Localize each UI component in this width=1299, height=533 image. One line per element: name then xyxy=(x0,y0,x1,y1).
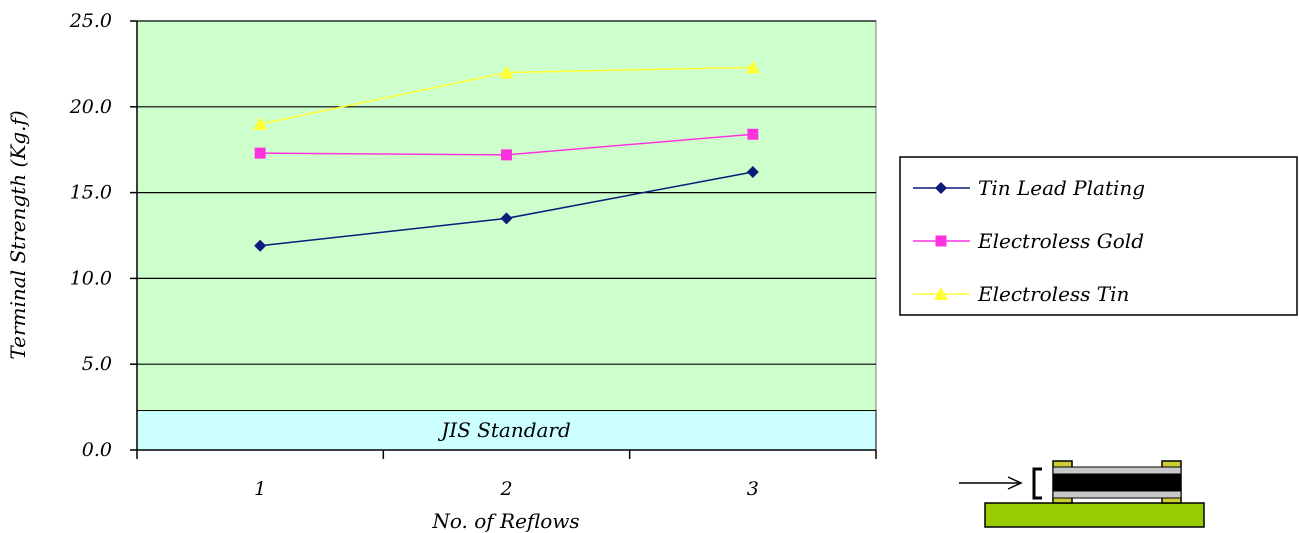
pcb-board xyxy=(984,502,1205,528)
y-tick-label: 20.0 xyxy=(69,96,112,118)
component-top-plate xyxy=(1052,466,1182,475)
data-point xyxy=(747,128,759,140)
legend-item: Tin Lead Plating xyxy=(913,176,1145,200)
y-ticks: 0.0 5.0 10.0 15.0 20.0 25.0 xyxy=(69,10,137,461)
x-tick-label: 3 xyxy=(747,478,759,500)
data-point xyxy=(499,65,514,79)
component-body xyxy=(1053,474,1181,491)
data-point xyxy=(746,166,759,179)
x-ticks: 1 2 3 xyxy=(136,450,877,500)
legend-label: Electroless Tin xyxy=(977,282,1129,306)
x-axis-title: No. of Reflows xyxy=(431,509,579,533)
y-tick-label: 25.0 xyxy=(69,10,112,32)
data-point xyxy=(254,147,266,159)
gridlines xyxy=(137,20,876,365)
legend-item: Electroless Gold xyxy=(913,229,1144,253)
series-layer xyxy=(253,60,760,252)
data-point xyxy=(253,116,268,130)
series-1 xyxy=(254,128,759,161)
x-tick-label: 1 xyxy=(254,478,266,500)
data-point xyxy=(745,60,760,74)
legend-item: Electroless Tin xyxy=(913,282,1129,306)
series-2 xyxy=(253,60,760,130)
legend-label: Electroless Gold xyxy=(977,229,1144,253)
legend-marker xyxy=(934,287,948,300)
y-tick-label: 10.0 xyxy=(70,267,112,289)
y-tick-label: 5.0 xyxy=(82,353,112,375)
plot-area xyxy=(136,20,877,451)
legend-marker xyxy=(935,235,947,247)
data-point xyxy=(500,212,513,225)
legend-label: Tin Lead Plating xyxy=(978,176,1145,200)
series-0 xyxy=(254,166,759,252)
data-point xyxy=(501,149,512,161)
component-bottom-plate xyxy=(1052,490,1182,499)
legend-box xyxy=(899,156,1298,316)
push-tool xyxy=(1032,467,1042,500)
legend-marker xyxy=(935,182,947,194)
jis-standard-band xyxy=(136,410,877,451)
data-point xyxy=(254,239,267,252)
y-tick-label: 15.0 xyxy=(70,182,112,204)
legend: Tin Lead Plating Electroless Gold Electrol… xyxy=(913,176,1145,306)
x-tick-label: 2 xyxy=(499,478,512,500)
y-axis-title: Terminal Strength (Kg.f) xyxy=(6,110,30,359)
y-tick-label: 0.0 xyxy=(82,439,112,461)
push-arrow-head xyxy=(1007,476,1023,490)
jis-standard-label: JIS Standard xyxy=(437,418,571,442)
shear-test-diagram xyxy=(959,460,1205,528)
